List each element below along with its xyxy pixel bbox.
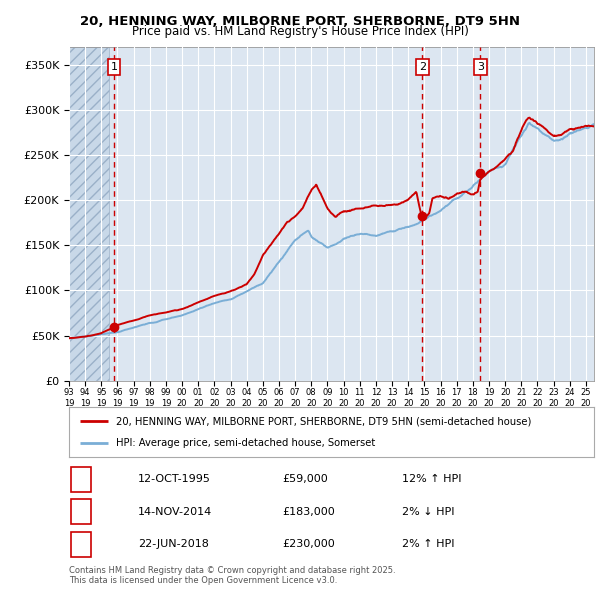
Text: This data is licensed under the Open Government Licence v3.0.: This data is licensed under the Open Gov… [69, 576, 337, 585]
Text: 20, HENNING WAY, MILBORNE PORT, SHERBORNE, DT9 5HN (semi-detached house): 20, HENNING WAY, MILBORNE PORT, SHERBORN… [116, 416, 532, 426]
Text: 22-JUN-2018: 22-JUN-2018 [138, 539, 209, 549]
Text: Price paid vs. HM Land Registry's House Price Index (HPI): Price paid vs. HM Land Registry's House … [131, 25, 469, 38]
Text: Contains HM Land Registry data © Crown copyright and database right 2025.: Contains HM Land Registry data © Crown c… [69, 566, 395, 575]
Text: 1: 1 [110, 62, 118, 72]
Text: 3: 3 [77, 539, 85, 549]
Text: 2% ↓ HPI: 2% ↓ HPI [402, 507, 455, 517]
Text: £183,000: £183,000 [282, 507, 335, 517]
Bar [69, 47, 109, 381]
Text: 12% ↑ HPI: 12% ↑ HPI [402, 474, 461, 484]
Text: 1: 1 [77, 474, 85, 484]
Text: 20, HENNING WAY, MILBORNE PORT, SHERBORNE, DT9 5HN: 20, HENNING WAY, MILBORNE PORT, SHERBORN… [80, 15, 520, 28]
Bar [69, 47, 109, 381]
Text: 2% ↑ HPI: 2% ↑ HPI [402, 539, 455, 549]
Text: HPI: Average price, semi-detached house, Somerset: HPI: Average price, semi-detached house,… [116, 438, 376, 448]
Text: 3: 3 [477, 62, 484, 72]
Text: £59,000: £59,000 [282, 474, 328, 484]
Text: 2: 2 [419, 62, 426, 72]
Text: 14-NOV-2014: 14-NOV-2014 [138, 507, 212, 517]
Text: 12-OCT-1995: 12-OCT-1995 [138, 474, 211, 484]
Text: 2: 2 [77, 507, 85, 517]
Text: £230,000: £230,000 [282, 539, 335, 549]
